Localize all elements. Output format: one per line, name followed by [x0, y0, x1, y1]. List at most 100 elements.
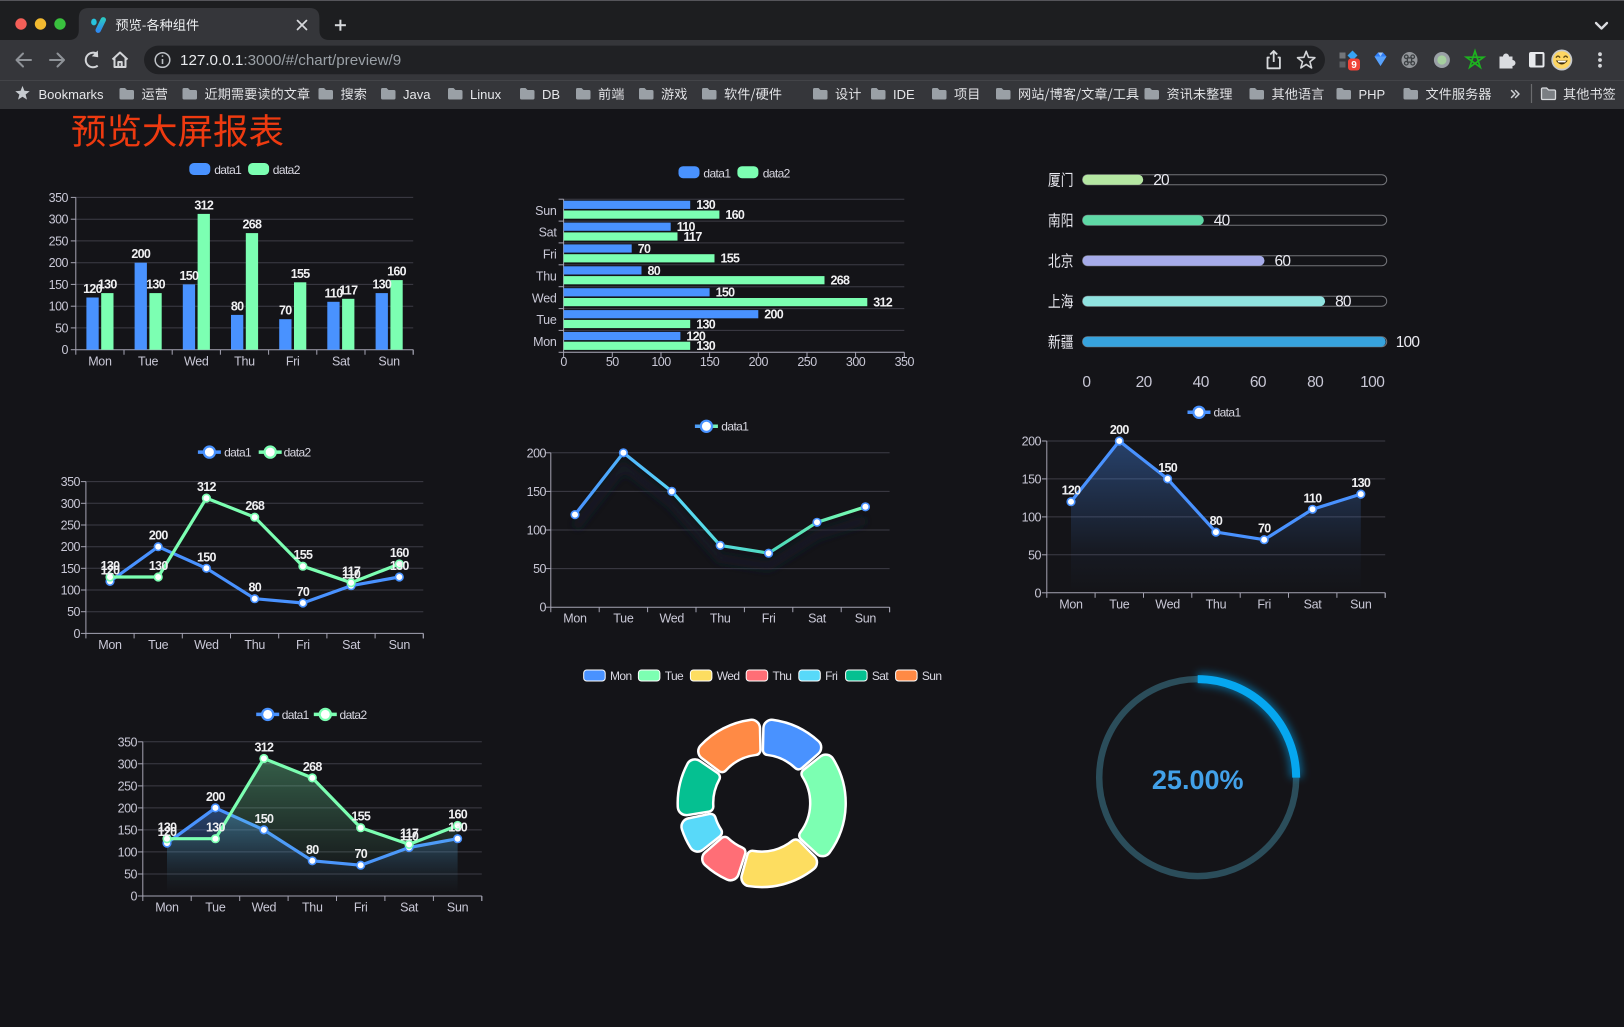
- svg-text:250: 250: [61, 519, 81, 533]
- svg-text:80: 80: [648, 264, 661, 278]
- svg-text:0: 0: [131, 890, 138, 904]
- svg-text:Sun: Sun: [1350, 597, 1372, 611]
- svg-text:IDE: IDE: [893, 87, 915, 102]
- svg-text:60: 60: [1275, 253, 1292, 270]
- svg-text:155: 155: [721, 252, 741, 266]
- svg-text:0: 0: [1035, 586, 1042, 600]
- svg-text:350: 350: [118, 735, 138, 749]
- svg-text:120: 120: [686, 329, 706, 343]
- svg-text:200: 200: [527, 446, 547, 460]
- svg-text:Thu: Thu: [773, 669, 792, 683]
- svg-text:20: 20: [1136, 374, 1153, 391]
- svg-text:Fri: Fri: [762, 612, 776, 626]
- svg-text:300: 300: [61, 497, 81, 511]
- svg-text:Mon: Mon: [563, 612, 587, 626]
- svg-text:150: 150: [118, 823, 138, 837]
- svg-text:Linux: Linux: [470, 87, 502, 102]
- svg-text:Fri: Fri: [543, 248, 557, 262]
- svg-text:268: 268: [243, 218, 263, 232]
- svg-text:268: 268: [303, 760, 323, 774]
- svg-text:155: 155: [351, 810, 371, 824]
- svg-text:250: 250: [118, 779, 138, 793]
- svg-text:200: 200: [49, 256, 69, 270]
- svg-text:Wed: Wed: [194, 638, 219, 652]
- svg-text:200: 200: [61, 540, 81, 554]
- svg-text:250: 250: [797, 355, 817, 369]
- svg-text:200: 200: [749, 355, 769, 369]
- svg-text:50: 50: [124, 868, 137, 882]
- svg-text:0: 0: [62, 343, 69, 357]
- svg-text:100: 100: [1360, 374, 1385, 391]
- svg-text:data1: data1: [224, 446, 252, 460]
- svg-text:Java: Java: [403, 87, 431, 102]
- svg-text:130: 130: [390, 559, 410, 573]
- svg-text:50: 50: [533, 562, 546, 576]
- svg-text:0: 0: [560, 355, 567, 369]
- svg-text:150: 150: [61, 562, 81, 576]
- svg-text:200: 200: [206, 790, 226, 804]
- svg-text:120: 120: [158, 825, 178, 839]
- svg-text:110: 110: [400, 830, 419, 844]
- svg-text:150: 150: [49, 278, 69, 292]
- svg-text:Thu: Thu: [1206, 597, 1227, 611]
- svg-text:Bookmarks: Bookmarks: [39, 87, 105, 102]
- svg-text:110: 110: [677, 220, 696, 234]
- svg-text:312: 312: [194, 198, 214, 212]
- svg-text:70: 70: [638, 242, 651, 256]
- svg-text:150: 150: [716, 286, 736, 300]
- svg-text:Tue: Tue: [138, 355, 159, 369]
- svg-text:Mon: Mon: [155, 901, 179, 915]
- svg-text:Fri: Fri: [825, 669, 837, 683]
- svg-text:Wed: Wed: [717, 669, 740, 683]
- svg-text:268: 268: [245, 499, 265, 513]
- svg-text:130: 130: [158, 821, 178, 835]
- svg-text:120: 120: [1062, 484, 1082, 498]
- svg-text:data1: data1: [1214, 406, 1242, 420]
- svg-text:150: 150: [1158, 461, 1178, 475]
- svg-text:350: 350: [61, 475, 81, 489]
- svg-text:40: 40: [1193, 374, 1210, 391]
- svg-text:Mon: Mon: [88, 355, 112, 369]
- svg-text:150: 150: [1022, 472, 1042, 486]
- svg-text:130: 130: [696, 198, 716, 212]
- svg-text:250: 250: [49, 234, 69, 248]
- svg-text:data1: data1: [214, 163, 242, 177]
- svg-text:80: 80: [1335, 294, 1352, 311]
- svg-text:50: 50: [606, 355, 619, 369]
- svg-text:300: 300: [49, 213, 69, 227]
- svg-text:130: 130: [149, 559, 169, 573]
- svg-text:data1: data1: [703, 166, 731, 180]
- svg-text:Fri: Fri: [286, 355, 300, 369]
- svg-text:Tue: Tue: [148, 638, 169, 652]
- svg-text:Mon: Mon: [533, 335, 557, 349]
- svg-text:80: 80: [231, 299, 244, 313]
- svg-text:80: 80: [1307, 374, 1324, 391]
- svg-text:100: 100: [49, 300, 69, 314]
- svg-text:25.00%: 25.00%: [1152, 765, 1244, 795]
- svg-text:Fri: Fri: [1257, 597, 1271, 611]
- svg-text:Wed: Wed: [660, 612, 685, 626]
- svg-text:150: 150: [700, 355, 720, 369]
- svg-text:Sat: Sat: [342, 638, 361, 652]
- svg-text:130: 130: [98, 278, 118, 292]
- svg-text:Tue: Tue: [665, 669, 684, 683]
- svg-text:150: 150: [255, 812, 275, 826]
- svg-text:120: 120: [83, 282, 103, 296]
- svg-text:Tue: Tue: [536, 313, 557, 327]
- svg-text:Sat: Sat: [332, 355, 351, 369]
- svg-text:117: 117: [339, 283, 358, 297]
- svg-text:Thu: Thu: [302, 901, 323, 915]
- svg-text:data2: data2: [340, 708, 368, 722]
- svg-text:150: 150: [197, 550, 217, 564]
- svg-text:80: 80: [1210, 514, 1223, 528]
- svg-text:data1: data1: [282, 708, 310, 722]
- svg-text:Sat: Sat: [1304, 597, 1323, 611]
- svg-text:130: 130: [372, 278, 392, 292]
- svg-text:160: 160: [448, 808, 468, 822]
- svg-text:50: 50: [1028, 548, 1041, 562]
- svg-text:200: 200: [118, 801, 138, 815]
- svg-text:130: 130: [696, 339, 716, 353]
- svg-text:Sun: Sun: [389, 638, 411, 652]
- svg-text:150: 150: [527, 485, 547, 499]
- svg-text:110: 110: [1303, 491, 1322, 505]
